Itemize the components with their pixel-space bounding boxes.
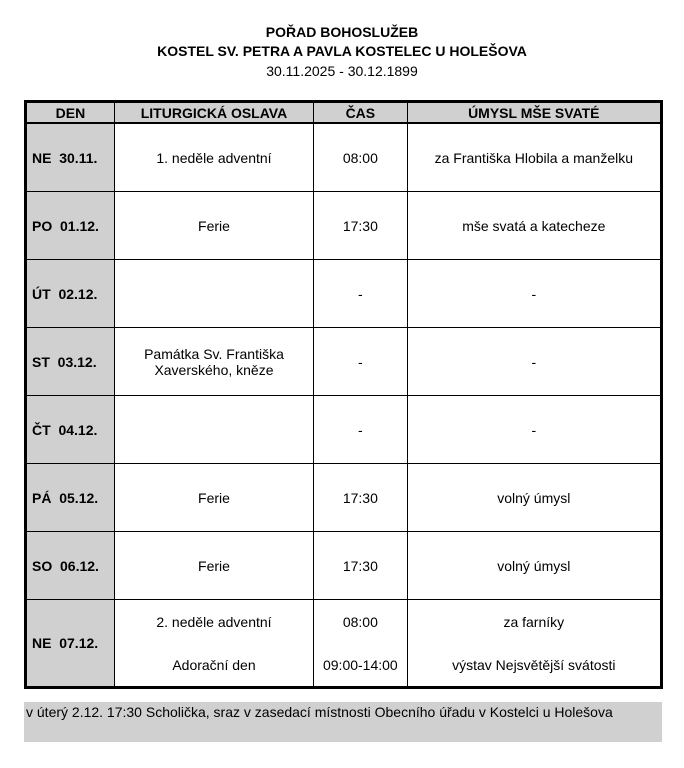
feast-cell <box>113 259 315 328</box>
day-cell: PO 01.12. <box>25 191 115 260</box>
intention-cell: výstav Nejsvětější svátosti <box>452 656 616 673</box>
day-cell: ST 03.12. <box>25 327 115 396</box>
church-name: KOSTEL SV. PETRA A PAVLA KOSTELEC U HOLE… <box>157 43 527 59</box>
feast-cell: Ferie <box>113 531 315 600</box>
time-cell: 17:30 <box>313 463 408 532</box>
table-row: SO 06.12. Ferie 17:30 volný úmysl <box>25 531 663 600</box>
table-row: PÁ 05.12. Ferie 17:30 volný úmysl <box>25 463 663 532</box>
time-cell: 17:30 <box>313 531 408 600</box>
column-header-day: DEN <box>25 101 115 124</box>
intention-cell: - <box>406 395 663 464</box>
day-cell: SO 06.12. <box>25 531 115 600</box>
feast-cell: Památka Sv. Františka Xaverského, kněze <box>113 327 315 396</box>
feast-cell: Ferie <box>113 191 315 260</box>
feast-cell: 2. neděle adventní <box>156 613 272 630</box>
announcement-note: v úterý 2.12. 17:30 Scholička, sraz v za… <box>24 702 662 742</box>
time-cell: 09:00-14:00 <box>322 656 398 673</box>
document-title: POŘAD BOHOSLUŽEB <box>265 24 419 40</box>
intention-cell: mše svatá a katecheze <box>406 191 663 260</box>
time-cell: 08:00 <box>313 122 408 192</box>
day-cell: NE 30.11. <box>25 122 115 192</box>
intention-cell: volný úmysl <box>406 531 663 600</box>
intention-cell: volný úmysl <box>406 463 663 532</box>
feast-cell: 1. neděle adventní <box>113 122 315 192</box>
table-row: ČT 04.12. - - <box>25 395 663 464</box>
table-row: ST 03.12. Památka Sv. Františka Xaverskéh… <box>25 327 663 396</box>
table-row: NE 30.11. 1. neděle adventní 08:00 za Frant… <box>25 122 663 192</box>
intention-cell: - <box>406 259 663 328</box>
column-header-intention: ÚMYSL MŠE SVATÉ <box>406 101 663 124</box>
table-row: NE 07.12. 2. neděle adventní Adorační den… <box>25 599 663 688</box>
feast-cell: Adorační den <box>172 656 256 673</box>
intention-cell: za Františka Hlobila a manželku <box>406 122 663 192</box>
table-row: ÚT 02.12. - - <box>25 259 663 328</box>
intention-cell: - <box>406 327 663 396</box>
time-cell: - <box>313 327 408 396</box>
day-cell: ÚT 02.12. <box>25 259 115 328</box>
feast-cell <box>113 395 315 464</box>
column-header-feast: LITURGICKÁ OSLAVA <box>113 101 315 124</box>
date-range: 30.11.2025 - 30.12.1899 <box>266 63 418 79</box>
feast-cell: Ferie <box>113 463 315 532</box>
schedule-table: DEN LITURGICKÁ OSLAVA ČAS ÚMYSL MŠE SVAT… <box>24 100 663 689</box>
time-cell: - <box>313 395 408 464</box>
time-cell: 08:00 <box>342 613 378 630</box>
time-cell: - <box>313 259 408 328</box>
day-cell: ČT 04.12. <box>25 395 115 464</box>
table-header: DEN LITURGICKÁ OSLAVA ČAS ÚMYSL MŠE SVAT… <box>25 101 663 124</box>
column-header-time: ČAS <box>313 101 408 124</box>
time-cell: 17:30 <box>313 191 408 260</box>
day-cell: PÁ 05.12. <box>25 463 115 532</box>
day-cell: NE 07.12. <box>25 599 115 688</box>
intention-cell: za farníky <box>503 613 565 630</box>
table-row: PO 01.12. Ferie 17:30 mše svatá a katecheze <box>25 191 663 260</box>
